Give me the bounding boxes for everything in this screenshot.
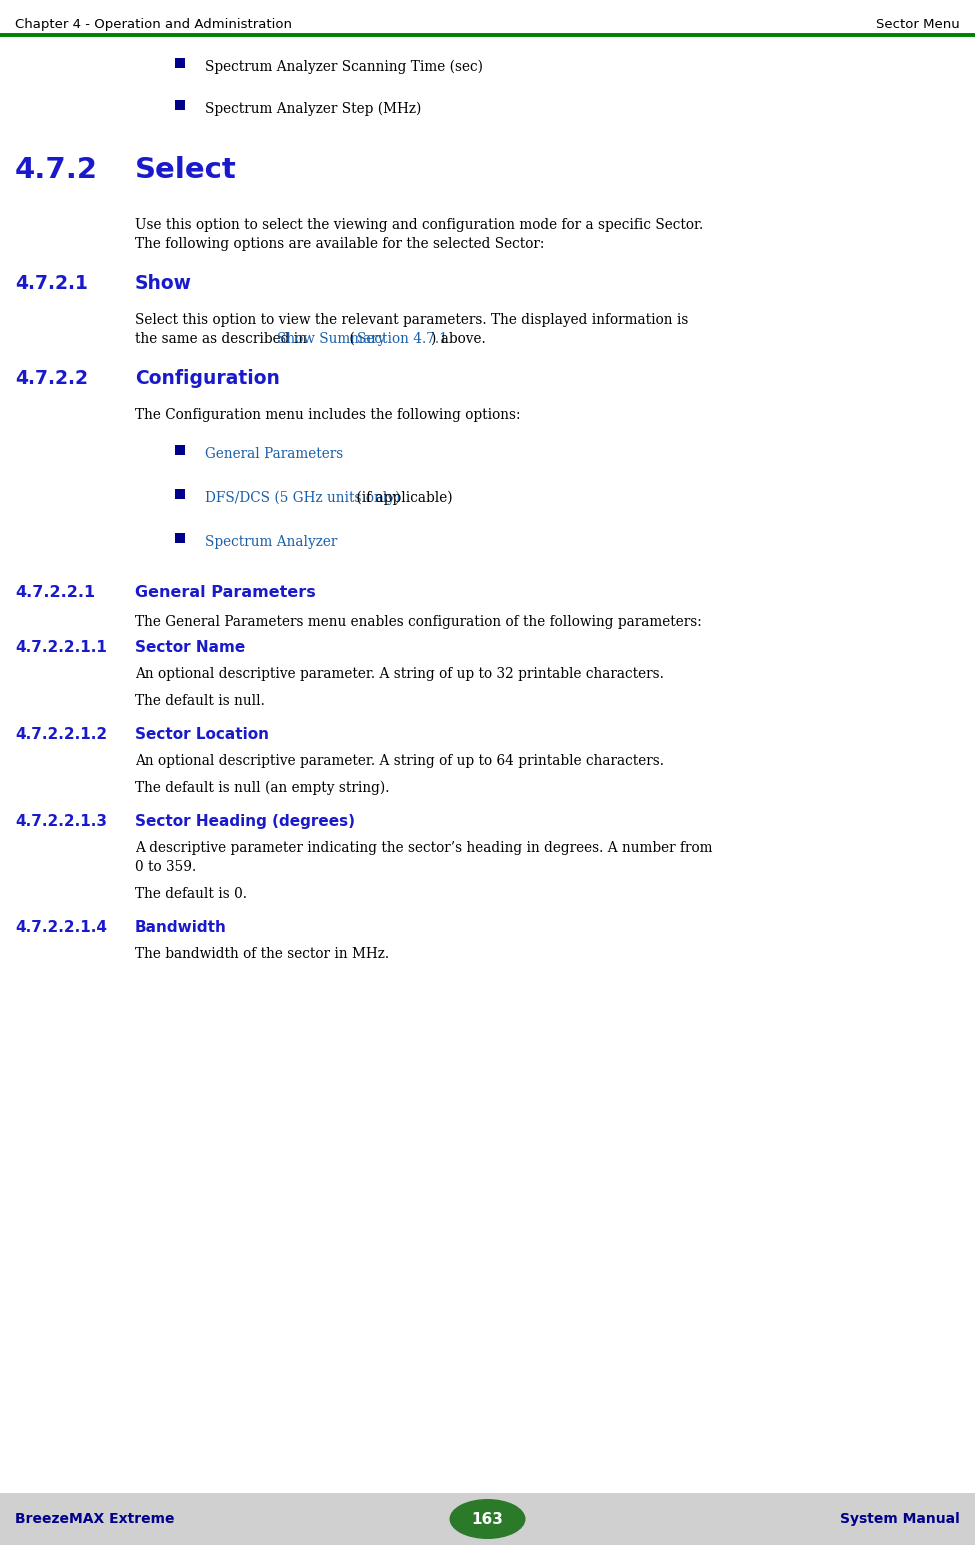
Text: (if applicable): (if applicable) xyxy=(352,491,452,505)
Text: System Manual: System Manual xyxy=(840,1513,960,1526)
Text: Sector Heading (degrees): Sector Heading (degrees) xyxy=(135,814,355,830)
Text: The default is null (an empty string).: The default is null (an empty string). xyxy=(135,782,389,796)
Text: The bandwidth of the sector in MHz.: The bandwidth of the sector in MHz. xyxy=(135,947,389,961)
Text: Sector Location: Sector Location xyxy=(135,728,269,742)
Text: Spectrum Analyzer Step (MHz): Spectrum Analyzer Step (MHz) xyxy=(205,102,421,116)
Text: The default is null.: The default is null. xyxy=(135,694,265,708)
Text: Section 4.7.1: Section 4.7.1 xyxy=(357,332,448,346)
Text: 4.7.2.2.1.1: 4.7.2.2.1.1 xyxy=(15,640,107,655)
Text: 4.7.2.2.1.4: 4.7.2.2.1.4 xyxy=(15,919,107,935)
Text: An optional descriptive parameter. A string of up to 32 printable characters.: An optional descriptive parameter. A str… xyxy=(135,667,664,681)
Text: BreezeMAX Extreme: BreezeMAX Extreme xyxy=(15,1513,175,1526)
Text: Sector Name: Sector Name xyxy=(135,640,246,655)
Text: Show Summary: Show Summary xyxy=(277,332,385,346)
Text: the same as described in: the same as described in xyxy=(135,332,311,346)
Text: Chapter 4 - Operation and Administration: Chapter 4 - Operation and Administration xyxy=(15,19,292,31)
Text: Select this option to view the relevant parameters. The displayed information is: Select this option to view the relevant … xyxy=(135,314,688,328)
Text: Use this option to select the viewing and configuration mode for a specific Sect: Use this option to select the viewing an… xyxy=(135,218,703,232)
Text: Select: Select xyxy=(135,156,237,184)
Bar xyxy=(175,490,185,499)
Text: Sector Menu: Sector Menu xyxy=(877,19,960,31)
Text: The Configuration menu includes the following options:: The Configuration menu includes the foll… xyxy=(135,408,521,422)
Text: DFS/DCS (5 GHz units only): DFS/DCS (5 GHz units only) xyxy=(205,491,401,505)
Text: Spectrum Analyzer: Spectrum Analyzer xyxy=(205,535,337,548)
Text: 163: 163 xyxy=(472,1511,503,1526)
Text: General Parameters: General Parameters xyxy=(205,447,343,460)
Text: Bandwidth: Bandwidth xyxy=(135,919,227,935)
Text: General Parameters: General Parameters xyxy=(135,586,316,599)
Text: The General Parameters menu enables configuration of the following parameters:: The General Parameters menu enables conf… xyxy=(135,615,702,629)
Bar xyxy=(175,59,185,68)
Text: ) above.: ) above. xyxy=(431,332,486,346)
Text: The following options are available for the selected Sector:: The following options are available for … xyxy=(135,236,544,250)
Text: 4.7.2.2.1.2: 4.7.2.2.1.2 xyxy=(15,728,107,742)
Bar xyxy=(175,445,185,454)
Text: A descriptive parameter indicating the sector’s heading in degrees. A number fro: A descriptive parameter indicating the s… xyxy=(135,840,713,854)
Text: 4.7.2: 4.7.2 xyxy=(15,156,98,184)
Bar xyxy=(0,1492,975,1545)
Text: Spectrum Analyzer Scanning Time (sec): Spectrum Analyzer Scanning Time (sec) xyxy=(205,60,483,74)
Text: (: ( xyxy=(345,332,355,346)
Text: Show: Show xyxy=(135,273,192,294)
Bar xyxy=(175,533,185,542)
Text: 4.7.2.2: 4.7.2.2 xyxy=(15,369,88,388)
Text: 4.7.2.2.1.3: 4.7.2.2.1.3 xyxy=(15,814,107,830)
Text: Configuration: Configuration xyxy=(135,369,280,388)
Text: 4.7.2.2.1: 4.7.2.2.1 xyxy=(15,586,96,599)
Ellipse shape xyxy=(449,1499,526,1539)
Bar xyxy=(175,100,185,110)
Text: An optional descriptive parameter. A string of up to 64 printable characters.: An optional descriptive parameter. A str… xyxy=(135,754,664,768)
Text: The default is 0.: The default is 0. xyxy=(135,887,247,901)
Text: 4.7.2.1: 4.7.2.1 xyxy=(15,273,88,294)
Text: 0 to 359.: 0 to 359. xyxy=(135,861,196,874)
